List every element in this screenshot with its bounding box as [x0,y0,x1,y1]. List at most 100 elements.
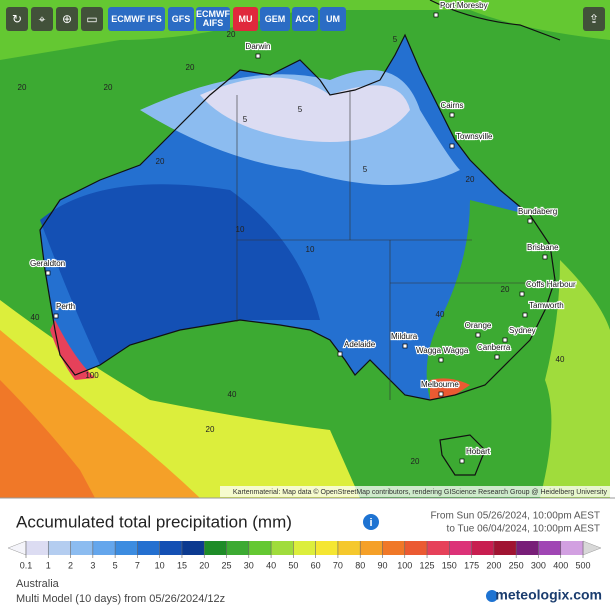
model-button[interactable]: ECMWF IFS [108,7,165,31]
legend-label: 1 [46,560,51,570]
legend-label: 50 [288,560,298,570]
legend-label: 3 [90,560,95,570]
region: Australia [16,578,60,590]
city-marker [494,354,500,360]
new-guinea-coast [429,0,561,41]
legend-label: 15 [177,560,187,570]
legend-swatch [137,541,160,555]
legend-label: 400 [553,560,568,570]
city-label: Melbourne [421,380,459,389]
info-icon[interactable] [363,514,379,530]
contour-label: 5 [298,105,303,114]
legend-label: 10 [155,560,165,570]
model-button[interactable]: ECMWF AIFS [196,7,230,31]
city-marker [519,291,525,297]
coastline [39,33,556,401]
legend-label: 0.1 [20,560,33,570]
legend-swatch [404,541,428,555]
field-perth-coast [50,320,95,380]
legend-label: 150 [442,560,457,570]
city-label: Cairns [440,101,463,110]
field-east [540,260,610,498]
contour-label: 20 [18,83,27,92]
city-label: Wagga Wagga [416,346,469,355]
legend-swatch [538,541,562,555]
legend-swatch [70,541,94,555]
location-button[interactable]: ⌖ [31,7,53,31]
city-label: Darwin [246,42,271,51]
panel-title: Accumulated total precipitation (mm) [16,512,292,531]
model-button[interactable]: UM [320,7,346,31]
legend-swatch [26,541,49,555]
city-marker [438,357,444,363]
legend-label: 60 [311,560,321,570]
legend-label: 7 [135,560,140,570]
contour-label: 100 [85,371,99,380]
legend-label: 70 [333,560,343,570]
model-button[interactable]: GEM [260,7,290,31]
contour-label: 20 [466,175,475,184]
legend-swatch [293,541,316,555]
brand-logo [486,590,498,602]
legend-swatch [159,541,183,555]
state-borders [236,90,545,400]
brand[interactable]: meteologix.com [495,587,602,603]
city-label: Canberra [477,343,511,352]
city-marker [449,112,455,118]
legend-swatch [382,541,406,555]
legend-swatch [181,541,205,555]
refresh-button[interactable]: ↻ [6,7,28,31]
field-southwest-heavy [0,380,95,498]
legend-swatch [48,541,71,555]
city-label: Adelaide [344,340,376,349]
model-button[interactable]: GFS [168,7,194,31]
contour-label: 5 [243,115,248,124]
legend-label: 30 [244,560,254,570]
contour-label: 5 [363,165,368,174]
contour-label: 20 [501,285,510,294]
city-label: Hobart [466,447,491,456]
info-icon-glyph: i [369,517,372,529]
legend-label: 175 [464,560,479,570]
legend-swatch [471,541,495,555]
legend-swatch [226,541,250,555]
share-button[interactable]: ⇪ [583,7,605,31]
city-marker [542,254,548,260]
attribution: Kartenmaterial: Map data © OpenStreetMap… [233,488,608,496]
legend-swatch [427,541,450,555]
contour-label: 20 [411,457,420,466]
legend-label: 2 [68,560,73,570]
city-marker [502,337,508,343]
city-label: Perth [56,302,75,311]
period-from: From Sun 05/26/2024, 10:00pm AEST [430,511,600,522]
legend-label: 250 [509,560,524,570]
city-label: Port Moresby [440,1,488,10]
model-button[interactable]: ACC [292,7,318,31]
city-marker [449,143,455,149]
city-marker [337,351,343,357]
legend-label: 25 [222,560,232,570]
measure-button[interactable]: ▭ [81,7,103,31]
city-label: Townsville [456,132,493,141]
city-marker [402,343,408,349]
city-label: Mildura [391,332,418,341]
tasmania [439,434,486,476]
city-label: Tamworth [529,301,564,310]
city-label: Brisbane [527,243,559,252]
legend-swatch [204,541,227,555]
legend-arrow-left [7,540,27,556]
city-marker [255,53,261,59]
city-label: Coffs Harbour [526,280,576,289]
model-button[interactable]: MU [233,7,258,31]
legend-label: 100 [397,560,412,570]
legend-swatch [337,541,361,555]
zoom-button[interactable]: ⊕ [56,7,78,31]
city-label: Bundaberg [518,207,557,216]
period-to: to Tue 06/04/2024, 10:00pm AEST [447,524,600,535]
legend-swatch [493,541,517,555]
legend-swatch [271,541,294,555]
legend-label: 80 [355,560,365,570]
city-marker [45,270,51,276]
contour-label: 20 [186,63,195,72]
